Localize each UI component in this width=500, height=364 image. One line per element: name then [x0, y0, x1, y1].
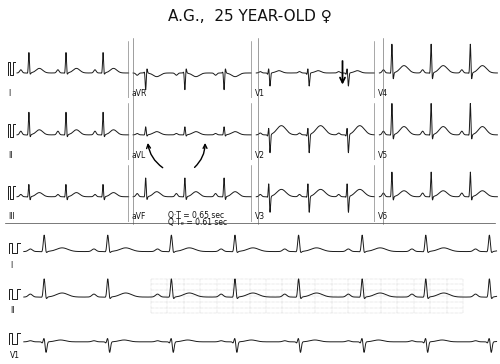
- Text: Q·T = 0.65 sec: Q·T = 0.65 sec: [168, 211, 224, 220]
- FancyArrowPatch shape: [194, 145, 207, 167]
- Text: II: II: [8, 151, 13, 159]
- FancyArrowPatch shape: [146, 145, 162, 168]
- Text: III: III: [8, 213, 16, 221]
- Text: aVL: aVL: [132, 151, 146, 159]
- Text: V1: V1: [10, 351, 20, 360]
- Text: I: I: [8, 89, 11, 98]
- Text: aVF: aVF: [132, 213, 146, 221]
- Text: V6: V6: [378, 213, 388, 221]
- Text: V4: V4: [378, 89, 388, 98]
- Text: V2: V2: [255, 151, 265, 159]
- Text: I: I: [10, 261, 12, 270]
- Text: V5: V5: [378, 151, 388, 159]
- Text: aVR: aVR: [132, 89, 147, 98]
- Text: V1: V1: [255, 89, 265, 98]
- FancyArrowPatch shape: [340, 61, 345, 83]
- Text: II: II: [10, 306, 14, 315]
- Text: A.G.,  25 YEAR-OLD ♀: A.G., 25 YEAR-OLD ♀: [168, 9, 332, 24]
- Text: Q·Tₑ = 0.61 sec: Q·Tₑ = 0.61 sec: [168, 218, 226, 228]
- Text: V3: V3: [255, 213, 265, 221]
